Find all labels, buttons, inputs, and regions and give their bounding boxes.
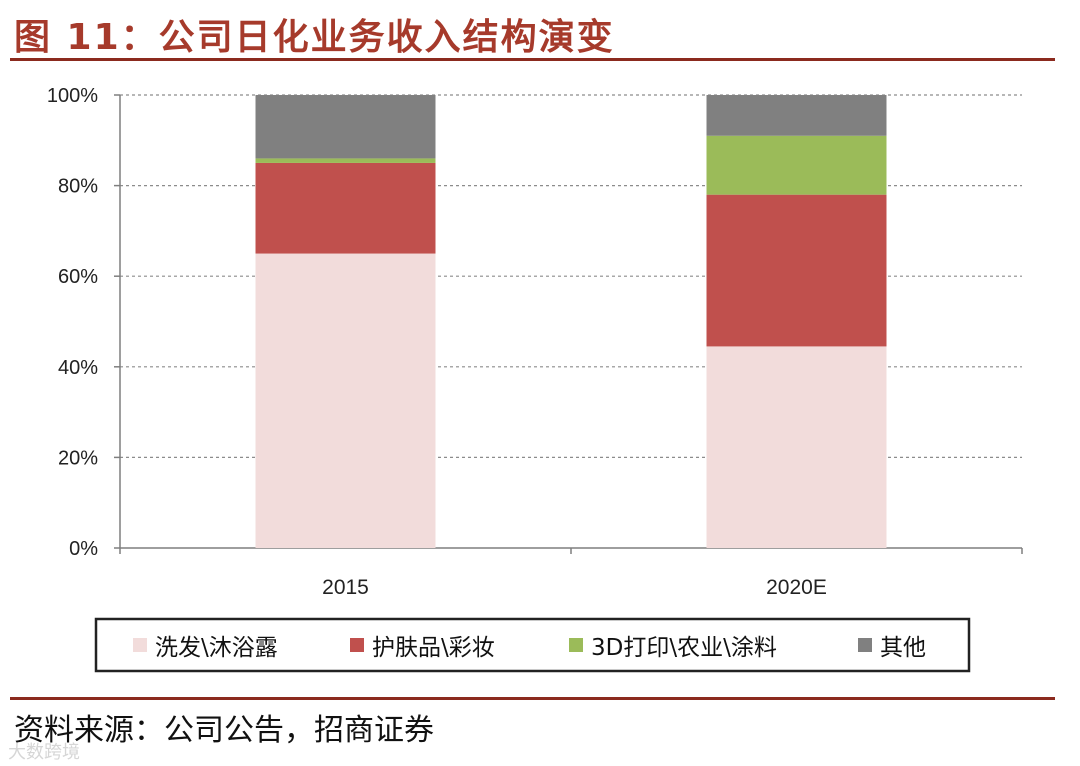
legend-label: 洗发\沐浴露 <box>155 635 278 661</box>
bar-segment <box>255 158 436 163</box>
y-tick-label: 0% <box>69 538 98 560</box>
legend-label: 3D打印\农业\涂料 <box>591 635 777 661</box>
legend-label: 其他 <box>880 635 926 661</box>
x-tick-label: 2020E <box>766 576 827 599</box>
y-tick-label: 80% <box>58 176 98 198</box>
legend-swatch <box>133 638 147 652</box>
title-divider <box>10 58 1055 61</box>
chart-title: 图 11：公司日化业务收入结构演变 <box>14 17 615 58</box>
stacked-bar-chart: 0% 20% 40% 60% 80% 100% 2015 2020E 洗发\沐浴露 护肤品\彩妆… <box>47 85 1023 673</box>
y-tick-label: 100% <box>47 85 98 107</box>
source-note: 资料来源：公司公告，招商证券 <box>14 713 434 748</box>
tick-labels: 0% 20% 40% 60% 80% 100% 2015 2020E <box>47 85 827 599</box>
bar-segment <box>706 194 887 347</box>
legend-box <box>94 617 971 673</box>
bar-segment <box>255 162 436 254</box>
legend-swatch <box>858 638 872 652</box>
legend-label: 护肤品\彩妆 <box>372 635 495 661</box>
bar-segment <box>255 253 436 549</box>
bar-segment <box>706 135 887 195</box>
bar-segment <box>706 95 887 136</box>
gridlines <box>120 94 1022 458</box>
bars <box>255 95 887 549</box>
y-tick-label: 40% <box>58 357 98 379</box>
x-tick-label: 2015 <box>322 576 369 599</box>
y-tick-label: 60% <box>58 266 98 288</box>
legend-swatch <box>569 638 583 652</box>
bar-segment <box>255 95 436 159</box>
legend: 洗发\沐浴露 护肤品\彩妆 3D打印\农业\涂料 其他 <box>94 617 971 673</box>
bar-segment <box>706 346 887 548</box>
legend-swatch <box>350 638 364 652</box>
watermark: 大数跨境 <box>8 742 80 763</box>
y-tick-label: 20% <box>58 447 98 469</box>
footer-divider <box>10 697 1055 700</box>
